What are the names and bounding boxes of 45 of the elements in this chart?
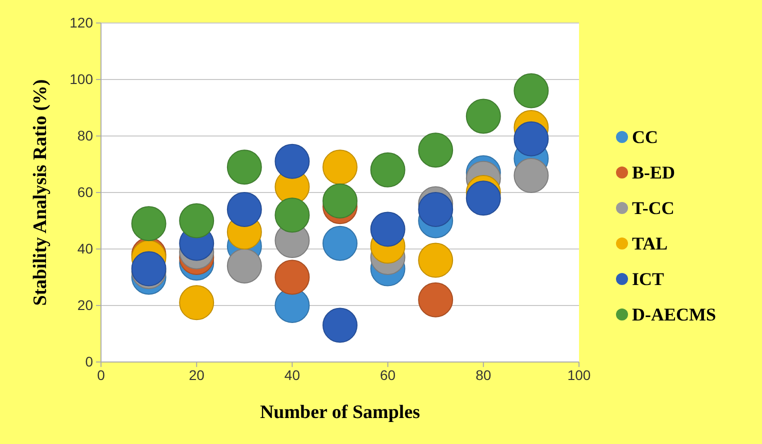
legend-label: T-CC — [632, 198, 674, 218]
point — [514, 158, 549, 194]
point — [370, 212, 406, 247]
point — [131, 206, 166, 242]
point — [274, 198, 310, 233]
point — [322, 150, 358, 185]
point — [418, 132, 454, 168]
point — [322, 226, 358, 261]
y-tick-label: 60 — [77, 184, 94, 200]
legend-label: CC — [632, 127, 658, 147]
legend-label: B-ED — [632, 162, 676, 182]
x-tick-label: 40 — [284, 366, 300, 383]
x-tick-label: 0 — [97, 366, 106, 383]
point — [466, 98, 501, 134]
x-tick-label: 60 — [380, 366, 396, 383]
point — [418, 242, 454, 278]
x-tick-label: 80 — [476, 366, 492, 383]
point — [418, 282, 454, 318]
y-tick-label: 100 — [70, 70, 94, 87]
x-tick-label: 100 — [567, 366, 591, 383]
legend-label: TAL — [632, 234, 668, 254]
point — [226, 192, 262, 227]
x-axis-title: Number of Samples — [260, 402, 420, 423]
point — [322, 183, 358, 218]
point — [226, 248, 262, 284]
y-axis-title: Stability Analysis Ratio (%) — [30, 79, 51, 306]
y-tick-label: 80 — [77, 127, 94, 144]
point — [370, 152, 406, 188]
y-tick-label: 0 — [85, 353, 94, 370]
point — [418, 192, 454, 227]
y-tick-label: 40 — [77, 240, 94, 256]
point — [514, 121, 549, 156]
point — [322, 308, 358, 343]
legend-label: D-AECMS — [632, 304, 716, 324]
y-tick-label: 120 — [70, 14, 94, 30]
point — [466, 180, 501, 216]
point — [226, 150, 262, 185]
legend-label: ICT — [632, 269, 664, 289]
point — [274, 260, 310, 295]
x-tick-label: 20 — [188, 366, 205, 383]
point — [179, 285, 214, 320]
point — [514, 73, 549, 108]
y-tick-label: 20 — [77, 296, 94, 313]
point — [274, 144, 310, 179]
point — [179, 203, 214, 238]
